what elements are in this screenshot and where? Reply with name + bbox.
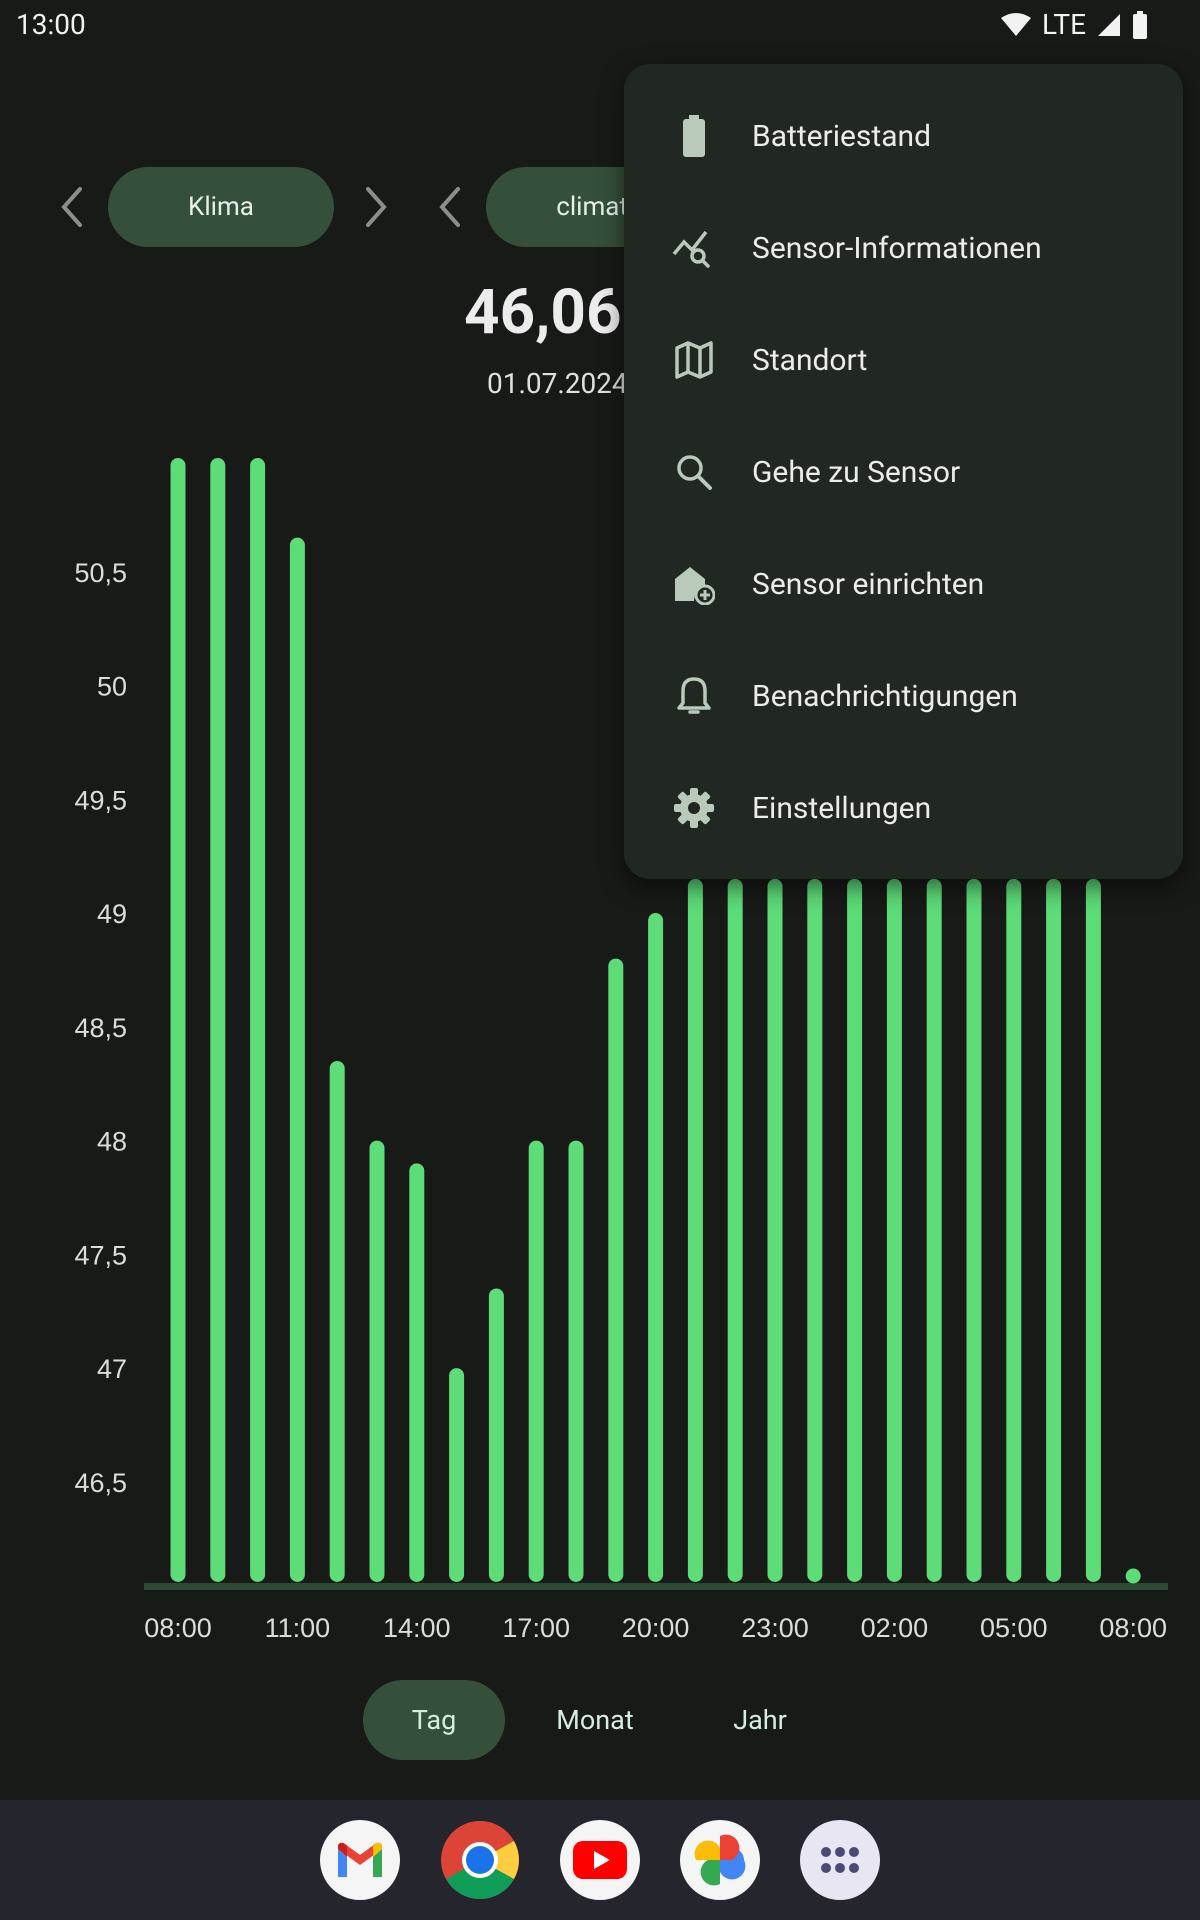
- y-tick-label: 47,5: [74, 1240, 127, 1270]
- tab-month[interactable]: Monat: [525, 1680, 665, 1760]
- x-tick-label: 11:00: [265, 1613, 331, 1643]
- humidity-bar-chart: 46,5 47 47,5 48 48,5 49 49,5 50 50,5 08:00 11:00 14…: [74, 458, 1168, 1643]
- x-tick-label: 14:00: [383, 1613, 451, 1643]
- chart-bar: [409, 1163, 425, 1582]
- chart-bar: [488, 1288, 504, 1582]
- menu-item-battery-label: Batteriestand: [752, 118, 932, 154]
- chart-bar: [648, 913, 664, 1582]
- network-type: LTE: [1042, 8, 1086, 41]
- menu-item-location-label: Standort: [752, 342, 868, 378]
- chart-bar: [886, 878, 902, 1582]
- menu-item-battery[interactable]: Batteriestand: [624, 80, 1183, 192]
- app-dock: [0, 1800, 1200, 1920]
- previous-sensor-chevron-icon[interactable]: [432, 185, 468, 229]
- chart-bar: [210, 458, 226, 1582]
- youtube-icon[interactable]: [560, 1820, 640, 1900]
- group-chip[interactable]: Klima: [108, 167, 334, 247]
- wifi-icon: [1001, 12, 1032, 36]
- chart-bar: [568, 1140, 584, 1582]
- x-tick-label: 02:00: [861, 1613, 929, 1643]
- chart-bar: [369, 1140, 385, 1582]
- range-tabs: Tag Monat Jahr: [0, 1680, 1200, 1760]
- chart-search-icon: [672, 226, 716, 270]
- menu-item-setup-sensor-label: Sensor einrichten: [752, 566, 985, 602]
- menu-item-setup-sensor[interactable]: Sensor einrichten: [624, 528, 1183, 640]
- status-bar: 13:00 LTE: [0, 0, 1200, 50]
- x-tick-label: 17:00: [502, 1613, 570, 1643]
- search-icon: [672, 450, 716, 494]
- chart-bar: [1046, 878, 1062, 1582]
- y-tick-label: 49: [97, 899, 127, 929]
- x-tick-label: 23:00: [741, 1613, 809, 1643]
- battery-icon: [672, 114, 716, 158]
- group-chip-label: Klima: [188, 192, 254, 222]
- chart-bar: [966, 878, 982, 1582]
- menu-item-location[interactable]: Standort: [624, 304, 1183, 416]
- battery-status-icon: [1133, 10, 1147, 39]
- menu-item-notifications-label: Benachrichtigungen: [752, 678, 1018, 714]
- chart-bar: [926, 878, 942, 1582]
- previous-group-chevron-icon[interactable]: [54, 185, 90, 229]
- menu-item-go-to-sensor-label: Gehe zu Sensor: [752, 454, 961, 490]
- y-tick-label: 46,5: [74, 1468, 127, 1498]
- map-icon: [672, 338, 716, 382]
- tab-day-label: Tag: [411, 1704, 457, 1736]
- app-drawer-icon[interactable]: [800, 1820, 880, 1900]
- chart-bar: [329, 1060, 345, 1582]
- tab-day[interactable]: Tag: [363, 1680, 505, 1760]
- y-tick-label: 49,5: [74, 785, 127, 815]
- chart-bar: [250, 458, 266, 1582]
- tab-month-label: Monat: [556, 1704, 634, 1736]
- menu-item-go-to-sensor[interactable]: Gehe zu Sensor: [624, 416, 1183, 528]
- signal-icon: [1098, 13, 1120, 36]
- chart-bar: [1006, 878, 1022, 1582]
- x-tick-label: 08:00: [144, 1613, 212, 1643]
- current-value: 46,06: [464, 276, 622, 349]
- chart-bar: [289, 537, 305, 1582]
- current-date: 01.07.2024: [487, 367, 628, 400]
- chart-bar: [608, 958, 624, 1582]
- chart-bar: [807, 878, 823, 1582]
- overflow-menu: Batteriestand Sensor-Informationen Stand…: [624, 64, 1183, 879]
- menu-item-settings[interactable]: Einstellungen: [624, 752, 1183, 864]
- tab-year[interactable]: Jahr: [690, 1680, 830, 1760]
- chart-bar: [1125, 1568, 1141, 1584]
- menu-item-sensor-info-label: Sensor-Informationen: [752, 230, 1042, 266]
- chart-bar: [727, 878, 743, 1582]
- x-tick-label: 08:00: [1099, 1613, 1167, 1643]
- gear-icon: [672, 786, 716, 830]
- chrome-icon[interactable]: [440, 1820, 520, 1900]
- y-tick-label: 50: [97, 672, 127, 702]
- chart-bar: [170, 458, 186, 1582]
- next-group-chevron-icon[interactable]: [358, 185, 394, 229]
- menu-item-sensor-info[interactable]: Sensor-Informationen: [624, 192, 1183, 304]
- chart-bar: [449, 1368, 465, 1582]
- photos-icon[interactable]: [680, 1820, 760, 1900]
- y-tick-label: 47: [97, 1354, 127, 1384]
- chart-bar: [847, 878, 863, 1582]
- chart-bar: [767, 878, 783, 1582]
- gmail-icon[interactable]: [320, 1820, 400, 1900]
- bell-icon: [672, 674, 716, 718]
- x-tick-label: 05:00: [980, 1613, 1048, 1643]
- y-tick-label: 48: [97, 1127, 127, 1157]
- tab-year-label: Jahr: [733, 1704, 787, 1736]
- status-time: 13:00: [16, 8, 86, 41]
- chart-bar: [1085, 878, 1101, 1582]
- chart-baseline: [144, 1583, 1168, 1590]
- menu-item-notifications[interactable]: Benachrichtigungen: [624, 640, 1183, 752]
- add-home-icon: [672, 562, 716, 606]
- y-tick-label: 50,5: [74, 558, 127, 588]
- x-tick-label: 20:00: [622, 1613, 690, 1643]
- menu-item-settings-label: Einstellungen: [752, 790, 932, 826]
- y-tick-label: 48,5: [74, 1013, 127, 1043]
- chart-bar: [687, 878, 703, 1582]
- chart-bar: [528, 1140, 544, 1582]
